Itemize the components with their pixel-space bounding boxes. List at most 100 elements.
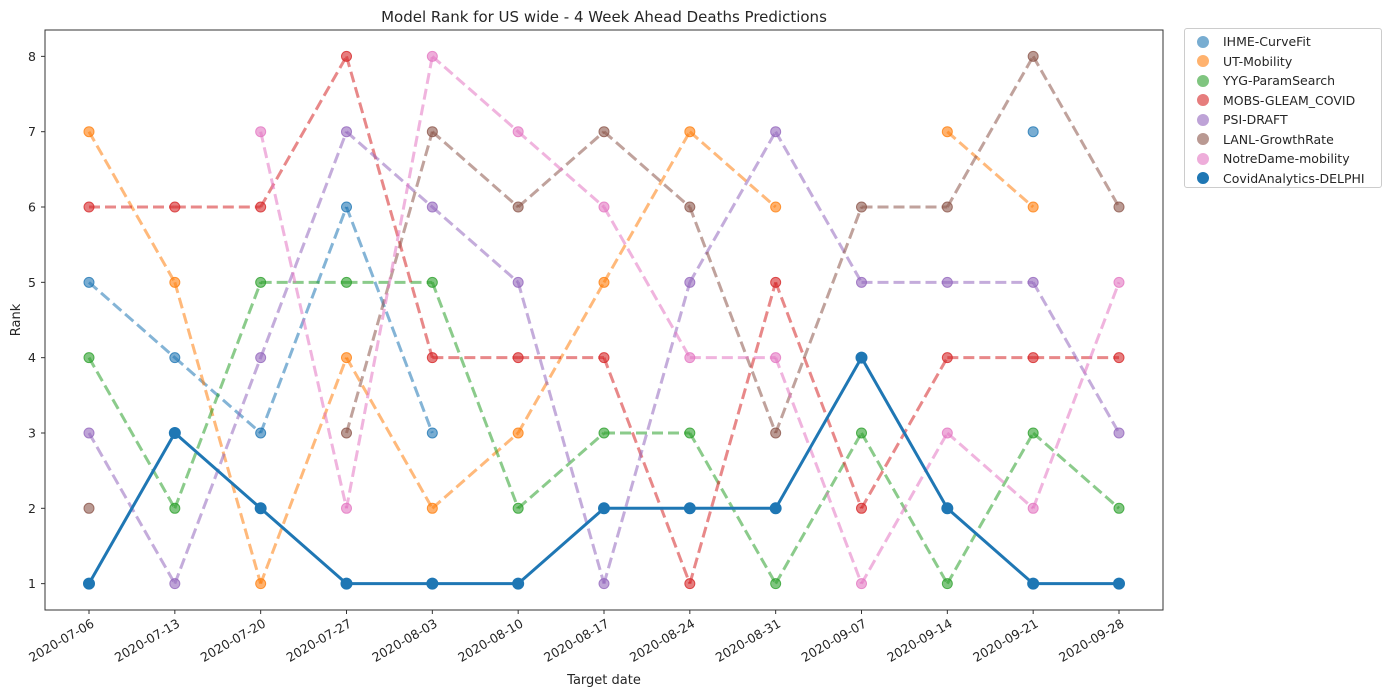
series-lanl-growthrate [83,50,1125,514]
series-segment [688,206,778,434]
series-segment [688,130,777,284]
data-point [684,352,696,364]
series-segment [345,356,434,510]
series-segment [88,281,176,359]
series-segment [431,130,520,209]
y-tick-label: 1 [28,576,36,591]
series-segment [774,356,863,510]
series-segment [173,281,263,585]
x-tick-label: 2020-07-06 [26,616,96,665]
series-covidanalytics-delphi [83,351,1125,590]
data-point [255,201,267,213]
axes-layer: 1 2 3 4 5 6 7 8 2020-07-06 2020-07-13 2020-07-20 20… [26,29,1164,665]
data-point [941,276,953,288]
data-point [341,276,352,288]
data-point [856,427,867,439]
data-point [255,578,267,590]
data-point [1027,427,1039,439]
data-point [941,126,953,138]
legend-item: UT-Mobility [1185,52,1381,72]
data-point [341,427,352,439]
series-segment [774,357,863,585]
y-tick-label: 4 [28,350,36,365]
series-segment [774,281,863,509]
data-point [856,276,867,288]
data-point [512,502,524,514]
series-segment [259,507,348,585]
series-segment [259,131,348,359]
data-point [770,352,782,364]
series-segment [430,281,520,509]
data-point [254,502,267,515]
series-segment [860,432,949,585]
data-point [83,352,95,364]
x-tick-label: 2020-09-28 [1056,616,1126,665]
legend-item: YYG-ParamSearch [1185,71,1381,91]
series-segment [87,356,177,510]
y-tick-label: 6 [28,200,36,215]
data-point [598,201,610,213]
series-segment [259,131,348,509]
data-point [1027,577,1040,590]
legend-marker-icon [1197,55,1209,68]
series-segment [259,357,348,585]
data-point [426,50,438,62]
series-segment [688,281,778,585]
series-segment [517,431,605,510]
x-tick-label: 2020-08-03 [369,616,439,665]
data-point [1027,201,1039,213]
data-point [684,276,696,288]
data-point [426,427,438,439]
data-point [598,276,610,288]
series-segment [345,56,434,509]
chart-title: Model Rank for US wide - 4 Week Ahead De… [381,8,827,26]
legend-label: NotreDame-mobility [1223,151,1350,167]
data-point [770,578,782,590]
series-segment [860,356,949,510]
y-axis-label: Rank [9,303,24,336]
data-point [1113,577,1125,590]
y-tick-label: 8 [28,49,36,64]
data-point [426,276,438,288]
data-point [856,578,867,590]
data-point [684,126,696,138]
data-point [1113,201,1125,213]
data-point [426,352,438,364]
data-point [255,276,267,288]
data-point [598,352,610,364]
legend-marker-icon [1197,172,1209,185]
series-segment [345,206,434,434]
data-point [341,201,352,213]
data-point [856,502,867,514]
legend-marker-icon [1197,152,1209,165]
data-point [255,352,267,364]
data-point [512,577,525,590]
data-point [255,126,267,138]
series-segment [431,205,520,284]
series-segment [517,507,605,585]
series-notredame-mobility [255,50,1125,590]
data-point [341,126,352,138]
data-point [169,578,181,590]
data-point [341,502,352,514]
data-point [769,502,782,515]
y-tick-label: 3 [28,425,36,440]
legend-label: CovidAnalytics-DELPHI [1223,170,1365,186]
legend-label: PSI-DRAFT [1223,112,1288,128]
data-point [941,352,953,364]
series-segment [1031,281,1121,509]
series-segment [345,131,434,434]
data-point [1027,276,1039,288]
x-tick-label: 2020-07-13 [112,616,182,665]
x-tick-label: 2020-08-17 [541,616,611,665]
data-point [83,201,95,213]
data-point [169,201,181,213]
data-point [255,427,267,439]
x-axis-label: Target date [566,673,641,688]
legend-item: MOBS-GLEAM_COVID [1185,91,1381,111]
series-ihme-curvefit [83,126,1039,439]
legend-label: UT-Mobility [1223,53,1293,69]
data-point [512,276,524,288]
series-segment [173,281,263,509]
